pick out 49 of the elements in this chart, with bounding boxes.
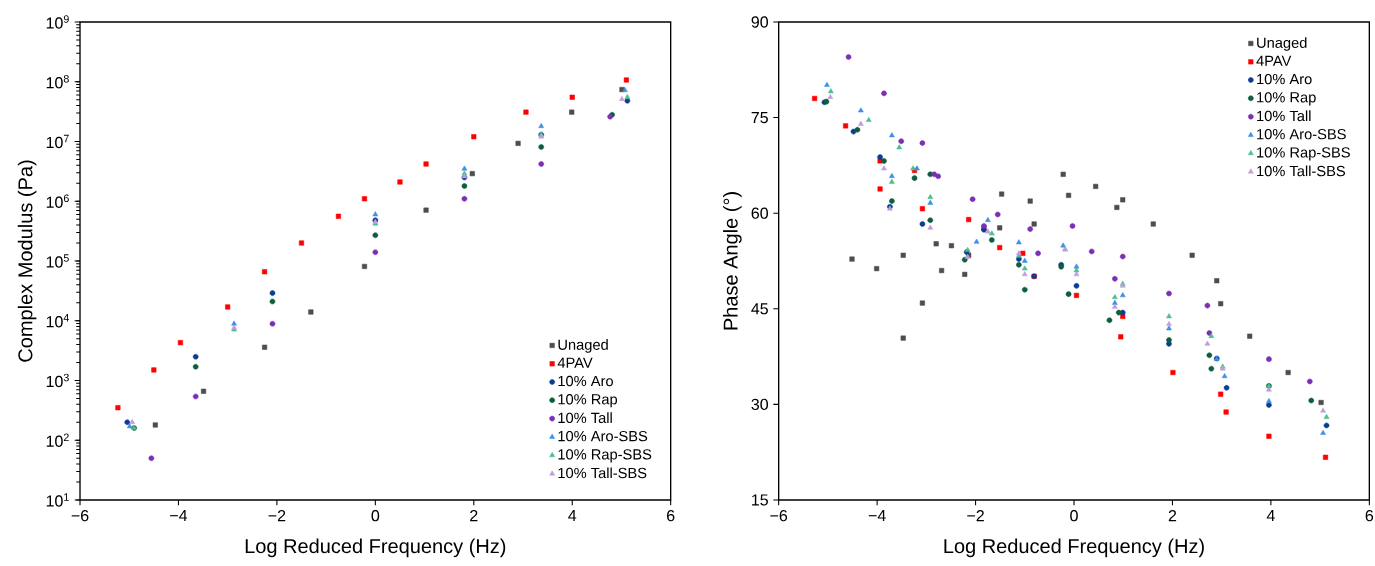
x-tick-label: 4 <box>1266 510 1275 522</box>
legend-label: 10% Rap <box>1257 92 1316 106</box>
x-tick-label: −6 <box>770 510 788 522</box>
x-tick-label: −2 <box>268 510 286 522</box>
y-tick-label: 30 <box>751 398 769 411</box>
legend-label: 10% Aro-SBS <box>558 430 648 442</box>
y-tick-label: 10$^{9}$ <box>46 15 69 29</box>
x-tick-label: 2 <box>1168 510 1177 522</box>
legend-label: 10% Rap <box>558 394 618 408</box>
legend-label: 10% Aro-SBS <box>1257 128 1346 140</box>
x-tick-label: −4 <box>170 510 188 522</box>
x-tick-label: 4 <box>568 510 577 522</box>
y-tick-label: 10$^{7}$ <box>46 134 69 149</box>
legend-label: 4PAV <box>1256 55 1292 66</box>
y-tick-label: 10$^{4}$ <box>46 314 69 328</box>
x-axis-title: Log Reduced Frequency (Hz) <box>944 538 1204 558</box>
y-tick-label: 10$^{8}$ <box>46 75 69 89</box>
x-tick-label: 0 <box>1070 510 1078 522</box>
y-tick-label: 10$^{1}$ <box>46 493 69 507</box>
y-tick-label: 15 <box>752 494 768 506</box>
x-tick-label: 0 <box>371 510 380 522</box>
x-tick-label: 6 <box>667 510 675 522</box>
legend-label: 10% Tall-SBS <box>558 467 647 479</box>
legend-label: 4PAV <box>557 357 593 368</box>
legend-label: 10% Tall <box>1257 110 1311 122</box>
x-axis-title: Log Reduced Frequency (Hz) <box>245 538 506 558</box>
y-tick-label: 75 <box>751 112 768 124</box>
legend-label: 10% Rap-SBS <box>558 449 652 463</box>
y-axis-title: Phase Angle (°) <box>723 192 742 330</box>
y-tick-label: 10$^{3}$ <box>46 373 69 388</box>
y-axis-title: Complex Modulus (Pa) <box>17 160 37 362</box>
legend-label: 10% Rap-SBS <box>1257 147 1350 161</box>
y-tick-label: 90 <box>751 16 769 28</box>
x-tick-label: −2 <box>967 510 984 522</box>
legend-label: Unaged <box>558 339 608 353</box>
legend-label: Unaged <box>1257 37 1307 51</box>
legend-label: 10% Aro <box>558 375 613 387</box>
x-tick-label: −4 <box>868 510 886 522</box>
y-tick-label: 10$^{5}$ <box>46 254 69 268</box>
x-tick-label: 6 <box>1365 510 1374 522</box>
y-tick-label: 60 <box>751 207 769 219</box>
legend-label: 10% Tall <box>558 412 612 424</box>
y-tick-label: 10$^{2}$ <box>46 433 69 447</box>
legend-label: 10% Aro <box>1257 73 1312 85</box>
x-tick-label: 2 <box>470 510 478 522</box>
y-tick-label: 45 <box>751 303 768 315</box>
legend-label: 10% Tall-SBS <box>1257 165 1346 177</box>
y-tick-label: 10$^{6}$ <box>46 194 69 208</box>
x-tick-label: −6 <box>71 510 89 522</box>
